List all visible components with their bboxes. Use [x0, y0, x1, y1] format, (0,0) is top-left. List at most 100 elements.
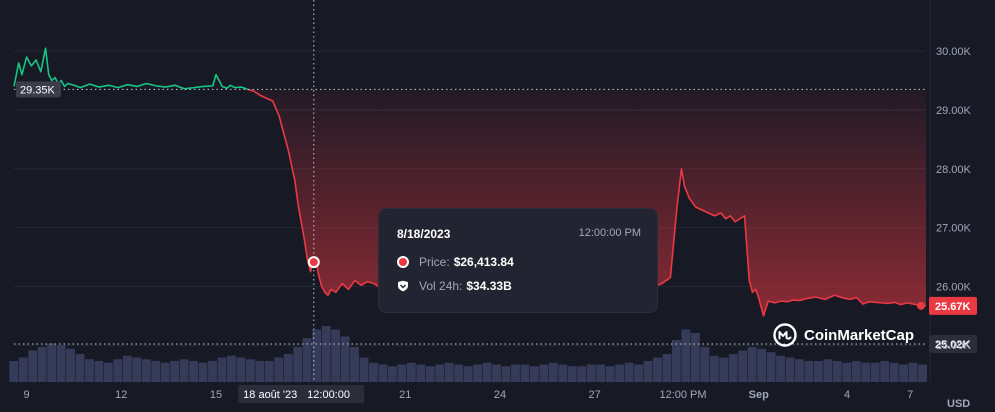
- last-price-dot: [917, 301, 925, 310]
- volume-bar: [832, 361, 842, 382]
- volume-bar: [312, 329, 322, 382]
- y-tick-label: 25.00K: [936, 340, 972, 352]
- volume-bar: [444, 362, 454, 382]
- volume-bar: [671, 340, 681, 382]
- x-tick-label: 4: [844, 389, 850, 401]
- tooltip-volume-label: Vol 24h:: [419, 279, 463, 293]
- brand-name: CoinMarketCap: [804, 326, 915, 344]
- volume-bar: [350, 347, 359, 382]
- crosshair-date-box: [238, 385, 365, 403]
- x-tick-label: 7: [907, 389, 913, 401]
- volume-bar: [264, 361, 274, 382]
- volume-bar: [340, 336, 350, 382]
- volume-bar: [208, 361, 217, 382]
- volume-bar: [387, 366, 397, 382]
- volume-bar: [18, 357, 28, 382]
- y-tick-label: 26.00K: [936, 281, 972, 293]
- x-tick-label: 21: [399, 389, 411, 401]
- volume-bar: [454, 364, 464, 382]
- tooltip-volume-value: $34.33B: [466, 279, 512, 293]
- volume-bar: [520, 364, 530, 382]
- volume-bar: [217, 357, 227, 382]
- volume-bar: [558, 364, 568, 382]
- volume-bar: [785, 357, 795, 382]
- volume-bar: [321, 326, 331, 382]
- volume-bar: [586, 364, 596, 382]
- y-tick-label: 30.00K: [936, 46, 972, 58]
- volume-bar: [28, 350, 38, 382]
- volume-bar: [918, 364, 927, 382]
- volume-bar: [179, 359, 189, 382]
- volume-bar: [643, 361, 653, 382]
- volume-bar: [908, 362, 918, 382]
- volume-bar: [397, 364, 407, 382]
- volume-bar: [577, 366, 587, 382]
- price-axis: 25.00K 26.00K 27.00K 28.00K 29.00K 30.00K USD: [936, 46, 972, 410]
- volume-bar: [132, 357, 142, 382]
- volume-bar: [47, 343, 57, 382]
- volume-bar: [255, 361, 265, 382]
- volume-bar: [369, 362, 378, 382]
- volume-bar: [236, 357, 246, 382]
- volume-bar: [766, 352, 776, 382]
- volume-bar: [473, 364, 483, 382]
- last-price-label: 25.67K: [935, 301, 971, 313]
- volume-bar: [151, 361, 161, 382]
- volume-bar: [492, 364, 501, 382]
- volume-bar: [482, 362, 492, 382]
- volume-bar: [861, 362, 871, 382]
- y-tick-label: 28.00K: [936, 164, 972, 176]
- volume-bar: [56, 345, 66, 382]
- y-tick-label: 27.00K: [936, 223, 972, 235]
- volume-bar: [425, 366, 435, 382]
- hover-tooltip: 8/18/2023 12:00:00 PM Price: $26,413.84 …: [378, 208, 658, 313]
- volume-bar: [889, 362, 899, 382]
- volume-bar: [75, 354, 85, 382]
- volume-bar: [302, 338, 312, 382]
- red-dot-icon: [397, 256, 409, 268]
- x-tick-label: 12: [115, 389, 127, 401]
- y-tick-label: 29.00K: [936, 105, 972, 117]
- last-price-box: [929, 296, 977, 315]
- volume-bar: [141, 359, 151, 382]
- volume-bar: [681, 329, 691, 382]
- volume-bar: [548, 362, 558, 382]
- y-unit-label: USD: [947, 398, 970, 410]
- volume-bar: [245, 359, 255, 382]
- volume-bar: [511, 364, 520, 382]
- crosshair-price-label: 25.02K: [935, 339, 971, 351]
- volume-bar: [66, 348, 75, 382]
- baseline-label: 29.35K: [20, 84, 56, 96]
- volume-bar: [113, 359, 123, 382]
- tooltip-price-row: Price: $26,413.84: [397, 254, 514, 270]
- brand-watermark: CoinMarketCap: [772, 321, 914, 349]
- x-tick-label: Sep: [749, 389, 769, 401]
- volume-bar: [634, 364, 643, 382]
- volume-bar: [776, 355, 785, 382]
- x-tick-label: 24: [494, 389, 506, 401]
- tooltip-price-value: $26,413.84: [453, 255, 514, 269]
- volume-bar: [435, 364, 445, 382]
- volume-bar: [757, 348, 767, 382]
- volume-bar: [605, 366, 615, 382]
- volume-bar: [804, 361, 814, 382]
- crosshair-price-box: [929, 335, 977, 354]
- x-tick-label: 27: [589, 389, 601, 401]
- tooltip-date: 8/18/2023: [397, 227, 451, 241]
- x-tick-label: 9: [24, 389, 30, 401]
- volume-bar: [539, 364, 549, 382]
- volume-bar: [615, 364, 625, 382]
- tooltip-volume-row: Vol 24h: $34.33B: [397, 278, 512, 294]
- volume-bar: [94, 361, 104, 382]
- volume-bar: [198, 362, 208, 382]
- volume-bar: [170, 361, 180, 382]
- volume-bar: [378, 364, 388, 382]
- volume-bar: [331, 329, 341, 382]
- volume-bar: [463, 366, 473, 382]
- volume-bar: [738, 350, 748, 382]
- tooltip-price-label: Price:: [419, 255, 450, 269]
- volume-bar: [274, 357, 284, 382]
- hover-point-marker: [307, 256, 320, 269]
- volume-bar: [359, 357, 369, 382]
